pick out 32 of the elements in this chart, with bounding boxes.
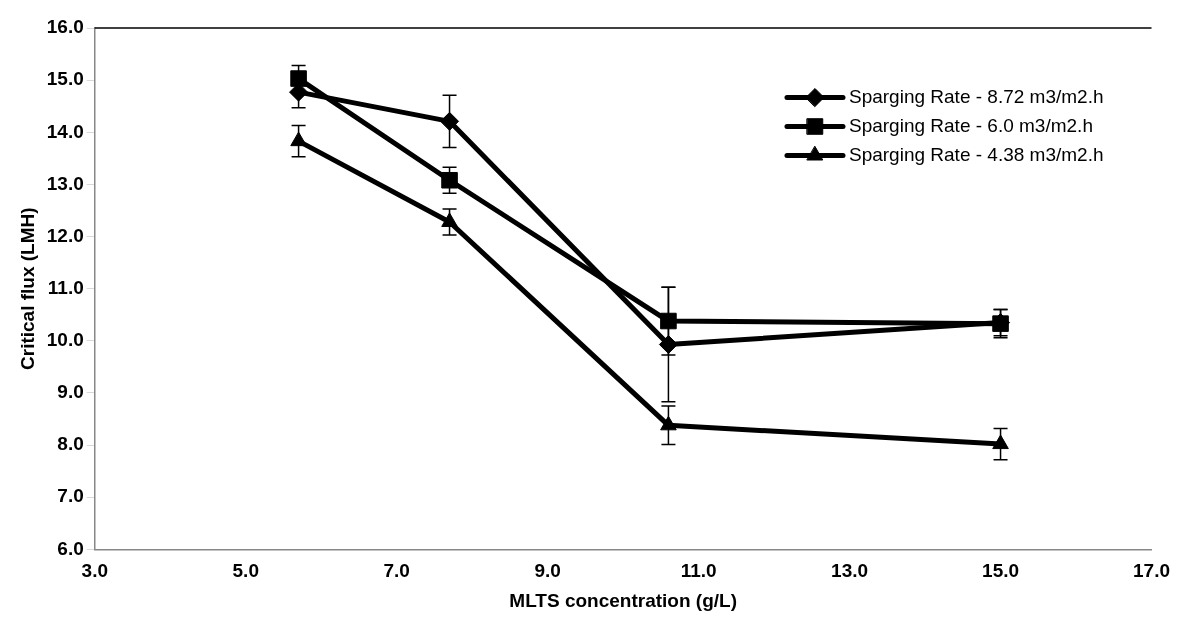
x-tick-label: 11.0 xyxy=(680,560,717,582)
point xyxy=(441,212,458,227)
x-tick-label: 9.0 xyxy=(534,560,561,582)
x-tick-label: 5.0 xyxy=(232,560,259,582)
point xyxy=(441,171,458,189)
y-tick-label: 16.0 xyxy=(46,16,84,38)
y-tick-label: 15.0 xyxy=(46,68,84,90)
y-tick-label: 8.0 xyxy=(57,433,84,455)
x-tick-label: 7.0 xyxy=(383,560,410,582)
x-tick-label: 3.0 xyxy=(81,560,108,582)
x-tick-label: 13.0 xyxy=(831,560,869,582)
x-tick-label: 15.0 xyxy=(982,560,1020,582)
y-tick-label: 12.0 xyxy=(46,224,84,246)
point xyxy=(290,70,307,87)
legend-label: Sparging Rate - 6.0 m3/m2.h xyxy=(848,114,1093,136)
y-tick-label: 10.0 xyxy=(46,329,84,351)
y-tick-label: 11.0 xyxy=(47,276,84,298)
y-axis-title: Critical flux (LMH) xyxy=(16,207,38,370)
y-tick-label: 6.0 xyxy=(57,537,84,559)
point xyxy=(660,312,677,330)
legend-label: Sparging Rate - 8.72 m3/m2.h xyxy=(848,85,1104,107)
legend-label: Sparging Rate - 4.38 m3/m2.h xyxy=(848,143,1104,165)
y-tick-label: 9.0 xyxy=(57,381,84,403)
y-tick-label: 14.0 xyxy=(46,120,84,142)
x-axis-title: MLTS concentration (g/L) xyxy=(509,589,737,611)
y-tick-label: 7.0 xyxy=(57,485,84,507)
point xyxy=(658,334,678,354)
point xyxy=(992,434,1009,450)
point xyxy=(290,131,307,147)
y-tick-label: 13.0 xyxy=(46,172,84,194)
x-tick-label: 17.0 xyxy=(1133,560,1170,582)
point xyxy=(440,111,460,131)
